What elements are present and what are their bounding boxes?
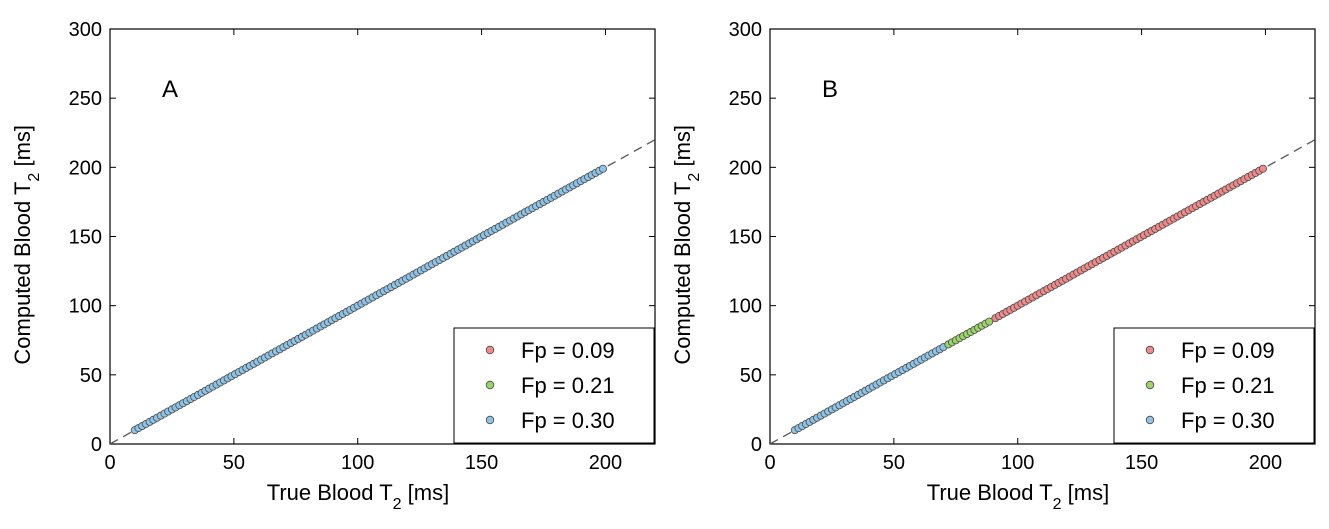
chart-2-y-axis-label-sub: 2	[686, 173, 703, 182]
chart-2-panel-label: B	[822, 76, 838, 103]
chart-2-y-tick-label: 300	[729, 19, 762, 41]
chart-1-series-1	[130, 164, 607, 435]
chart-2-y-tick-label: 150	[729, 227, 762, 249]
chart-2-x-tick-label: 50	[883, 452, 905, 474]
chart-2-x-tick-label: 0	[764, 452, 775, 474]
chart-2-series-3	[991, 164, 1267, 323]
chart-1-y-tick-label: 100	[69, 296, 102, 318]
chart-2-series-2	[944, 317, 994, 349]
chart-2-legend-marker	[1145, 380, 1155, 390]
chart-1-legend-marker	[485, 345, 495, 355]
chart-1-x-axis-label-sub: 2	[393, 496, 402, 513]
chart-1-x-axis-label-unit: [ms]	[402, 480, 450, 505]
chart-1-x-tick-label: 150	[465, 452, 498, 474]
chart-2-y-tick-label: 250	[729, 88, 762, 110]
chart-1-y-tick-label: 300	[69, 19, 102, 41]
chart-2-x-tick-label: 200	[1249, 452, 1282, 474]
chart-2-x-axis-label-sub: 2	[1053, 496, 1062, 513]
chart-1-x-tick-label: 0	[104, 452, 115, 474]
chart-1-y-axis-label-main: Computed Blood T	[10, 182, 35, 365]
chart-2-legend-label: Fp = 0.21	[1181, 373, 1275, 398]
chart-2-y-tick-label: 100	[729, 296, 762, 318]
chart-2-x-axis-label-unit: [ms]	[1062, 480, 1110, 505]
chart-2-y-axis-label-main: Computed Blood T	[670, 182, 695, 365]
chart-1-x-tick-label: 100	[341, 452, 374, 474]
chart-1-legend-label: Fp = 0.09	[521, 338, 615, 363]
chart-1-legend: Fp = 0.09 Fp = 0.21 Fp = 0.30	[453, 327, 655, 444]
chart-2-x-axis-label: True Blood T2 [ms]	[927, 480, 1110, 513]
chart-2-y-axis-label-unit: [ms]	[670, 125, 695, 173]
chart-2-group: 0 50 100 150 200 0 50 100 150 200 250 300 B True Bloo…	[670, 19, 1316, 513]
chart-2-x-axis-label-main: True Blood T	[927, 480, 1053, 505]
chart-2-legend-label: Fp = 0.09	[1181, 338, 1275, 363]
chart-2-point	[1258, 164, 1267, 173]
chart-2-y-axis-label: Computed Blood T2 [ms]	[670, 125, 703, 365]
chart-2-x-tick-label: 150	[1125, 452, 1158, 474]
chart-1-legend-label: Fp = 0.30	[521, 408, 615, 433]
chart-1-y-tick-label: 250	[69, 88, 102, 110]
chart-1-legend-label: Fp = 0.21	[521, 373, 615, 398]
chart-2-point	[985, 317, 994, 326]
chart-2-legend: Fp = 0.09 Fp = 0.21 Fp = 0.30	[1113, 327, 1315, 444]
chart-1-point	[598, 164, 607, 173]
chart-2-legend-marker	[1145, 415, 1155, 425]
chart-2-x-tick-label: 100	[1001, 452, 1034, 474]
chart-1-y-axis-label-sub: 2	[26, 173, 43, 182]
chart-1-y-axis-label: Computed Blood T2 [ms]	[10, 125, 43, 365]
chart-1-legend-marker	[485, 380, 495, 390]
chart-2-y-tick-label: 50	[740, 365, 762, 387]
chart-1-y-axis-label-unit: [ms]	[10, 125, 35, 173]
chart-1-x-axis-label: True Blood T2 [ms]	[267, 480, 450, 513]
chart-2-legend-label: Fp = 0.30	[1181, 408, 1275, 433]
chart-1-x-tick-label: 50	[223, 452, 245, 474]
chart-2-legend-marker	[1145, 345, 1155, 355]
chart-1-y-tick-label: 200	[69, 157, 102, 179]
chart-1-x-tick-label: 200	[589, 452, 622, 474]
chart-1-y-tick-label: 50	[80, 365, 102, 387]
chart-1-group: 0 50 100 150 200 0 50 100 150 200 250 300 A True Bloo…	[10, 19, 656, 513]
chart-2-series-1	[790, 343, 948, 435]
chart-2-y-tick-label: 200	[729, 157, 762, 179]
chart-2-y-tick-label: 0	[751, 434, 762, 456]
chart-1-y-tick-label: 150	[69, 227, 102, 249]
chart-1-y-tick-label: 0	[91, 434, 102, 456]
chart-1-panel-label: A	[162, 76, 178, 103]
chart-1-x-axis-label-main: True Blood T	[267, 480, 393, 505]
chart-1-legend-marker	[485, 415, 495, 425]
